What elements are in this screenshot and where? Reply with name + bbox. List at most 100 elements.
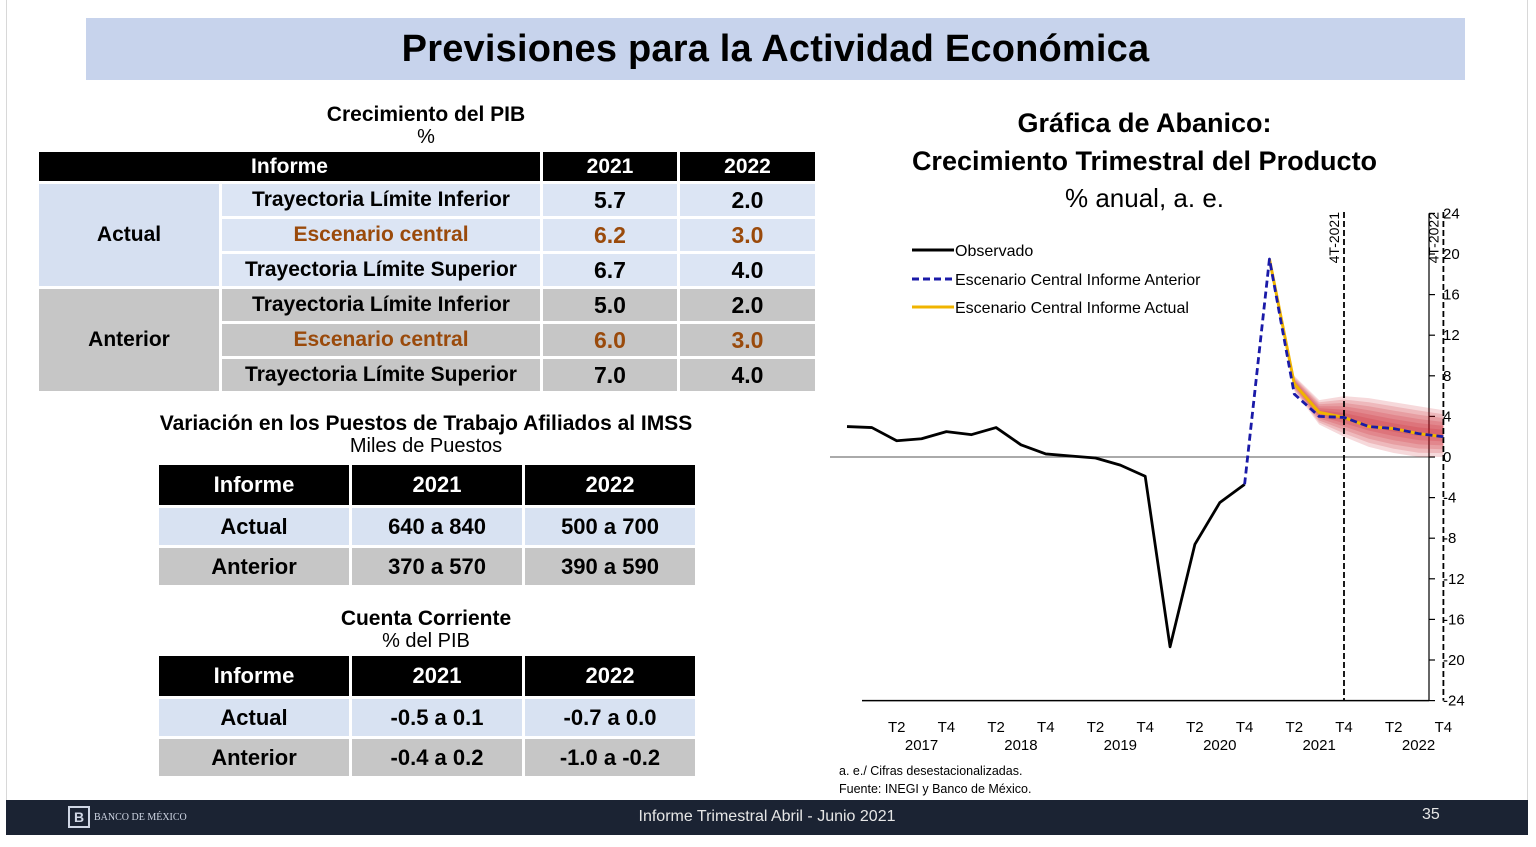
cell-2021: 6.7 — [540, 251, 677, 286]
cc-caption: Cuenta Corriente % del PIB — [226, 607, 626, 652]
row-label: Trayectoria Límite Inferior — [219, 181, 540, 216]
y-tick-label: 24 — [1443, 205, 1460, 222]
pib-unit: % — [417, 126, 435, 149]
chart-unit: % anual, a. e. — [1065, 183, 1224, 213]
x-tick-label: T4 — [1037, 719, 1055, 736]
row-label: Anterior — [159, 736, 349, 776]
x-tick-label: T2 — [1087, 719, 1105, 736]
chart-title-block: Gráfica de Abanico: Crecimiento Trimestr… — [887, 104, 1402, 216]
y-tick-label: -16 — [1443, 611, 1465, 628]
cc-title: Cuenta Corriente — [340, 607, 512, 630]
x-year-label: 2018 — [1004, 737, 1037, 754]
y-tick-label: 20 — [1443, 246, 1460, 263]
cell-2021: 5.0 — [540, 286, 677, 321]
column-header-2021: 2021 — [349, 656, 522, 696]
table-row: Anterior -0.4 a 0.2 -1.0 a -0.2 — [159, 736, 695, 776]
x-tick-label: T2 — [1186, 719, 1204, 736]
y-tick-label: -20 — [1443, 652, 1465, 669]
cell-2022: 2.0 — [677, 286, 815, 321]
cell-2021: 370 a 570 — [349, 545, 522, 585]
page-number: 35 — [1422, 806, 1440, 823]
x-year-label: 2021 — [1302, 737, 1335, 754]
table-header-row: Informe 2021 2022 — [39, 152, 815, 181]
cc-unit: % del PIB — [382, 630, 470, 653]
y-tick-label: 0 — [1443, 449, 1451, 466]
table-row: Trayectoria Límite Superior 7.0 4.0 — [39, 356, 815, 391]
pib-title: Crecimiento del PIB — [326, 103, 526, 126]
bank-logo: B BANCO DE MÉXICO — [68, 806, 187, 828]
legend-label: Escenario Central Informe Actual — [955, 300, 1189, 317]
table-row: Actual Trayectoria Límite Inferior 5.7 2… — [39, 181, 815, 286]
group-label-anterior: Anterior — [39, 286, 219, 391]
x-tick-label: T4 — [1335, 719, 1353, 736]
row-label: Trayectoria Límite Inferior — [219, 286, 540, 321]
fan-band — [1294, 375, 1444, 457]
column-header-2022: 2022 — [522, 656, 695, 696]
y-tick-label: -4 — [1443, 490, 1456, 507]
imss-caption: Variación en los Puestos de Trabajo Afil… — [126, 412, 726, 457]
table-row: Anterior Trayectoria Límite Inferior 5.0… — [39, 286, 815, 391]
slide: Previsiones para la Actividad Económica … — [6, 0, 1528, 835]
y-tick-label: 16 — [1443, 287, 1460, 304]
table-row: Escenario central 6.2 3.0 — [39, 216, 815, 251]
legend-label: Observado — [955, 243, 1033, 260]
fan-band — [1294, 377, 1444, 454]
row-label: Anterior — [159, 545, 349, 585]
title-bar: Previsiones para la Actividad Económica — [86, 18, 1465, 80]
vline-label: 4T-2021 — [1326, 212, 1342, 264]
page-title: Previsiones para la Actividad Económica — [401, 27, 1150, 70]
table-row: Anterior 370 a 570 390 a 590 — [159, 545, 695, 585]
cell-2022: 3.0 — [677, 321, 815, 356]
cell-2022: 4.0 — [677, 356, 815, 391]
row-label: Escenario central — [219, 321, 540, 356]
column-header-2022: 2022 — [522, 465, 695, 505]
cell-2021: 5.7 — [540, 181, 677, 216]
column-header-informe: Informe — [159, 656, 349, 696]
bank-logo-icon: B — [68, 806, 90, 828]
row-label: Actual — [159, 696, 349, 736]
cell-2021: 6.0 — [540, 321, 677, 356]
imss-title: Variación en los Puestos de Trabajo Afil… — [159, 412, 693, 435]
cell-2021: -0.4 a 0.2 — [349, 736, 522, 776]
column-header-2022: 2022 — [677, 152, 815, 181]
y-tick-label: 8 — [1443, 368, 1451, 385]
column-header-2021: 2021 — [540, 152, 677, 181]
x-tick-label: T2 — [987, 719, 1005, 736]
x-tick-label: T2 — [888, 719, 906, 736]
cell-2022: -0.7 a 0.0 — [522, 696, 695, 736]
column-header-informe: Informe — [159, 465, 349, 505]
bank-name: BANCO DE MÉXICO — [94, 811, 187, 823]
fan-band — [1294, 380, 1444, 442]
cell-2021: -0.5 a 0.1 — [349, 696, 522, 736]
y-tick-label: -24 — [1443, 693, 1465, 710]
series-line-0 — [846, 425, 1246, 649]
table-header-row: Informe 2021 2022 — [159, 465, 695, 505]
table-row: Actual -0.5 a 0.1 -0.7 a 0.0 — [159, 696, 695, 736]
x-year-label: 2019 — [1104, 737, 1137, 754]
imss-table: Informe 2021 2022 Actual 640 a 840 500 a… — [159, 465, 695, 585]
fan-chart: 24 20 16 12 8 4 0 -4 -8 -12 -16 -20 -24 4T-2021 4T-202… — [830, 205, 1465, 754]
group-label-actual: Actual — [39, 181, 219, 286]
table-row: Actual 640 a 840 500 a 700 — [159, 505, 695, 545]
column-header-2021: 2021 — [349, 465, 522, 505]
y-tick-label: -8 — [1443, 530, 1456, 547]
cell-2022: 2.0 — [677, 181, 815, 216]
y-tick-label: -12 — [1443, 571, 1465, 588]
x-year-label: 2017 — [905, 737, 938, 754]
row-label: Trayectoria Límite Superior — [219, 356, 540, 391]
x-tick-label: T4 — [1136, 719, 1154, 736]
cell-2021: 640 a 840 — [349, 505, 522, 545]
x-tick-label: T4 — [1435, 719, 1453, 736]
cell-2022: -1.0 a -0.2 — [522, 736, 695, 776]
cell-2022: 390 a 590 — [522, 545, 695, 585]
cell-2021: 7.0 — [540, 356, 677, 391]
y-tick-label: 4 — [1443, 408, 1451, 425]
footer-bar: B BANCO DE MÉXICO Informe Trimestral Abr… — [6, 800, 1528, 835]
row-label: Trayectoria Límite Superior — [219, 251, 540, 286]
column-header-informe: Informe — [39, 152, 540, 181]
chart-subtitle: Crecimiento Trimestral del Producto — [911, 146, 1378, 176]
cell-2022: 3.0 — [677, 216, 815, 251]
y-tick-label: 12 — [1443, 327, 1460, 344]
vline-label: 4T-2022 — [1425, 212, 1441, 264]
chart-note: a. e./ Cifras desestacionalizadas. — [839, 764, 1023, 778]
